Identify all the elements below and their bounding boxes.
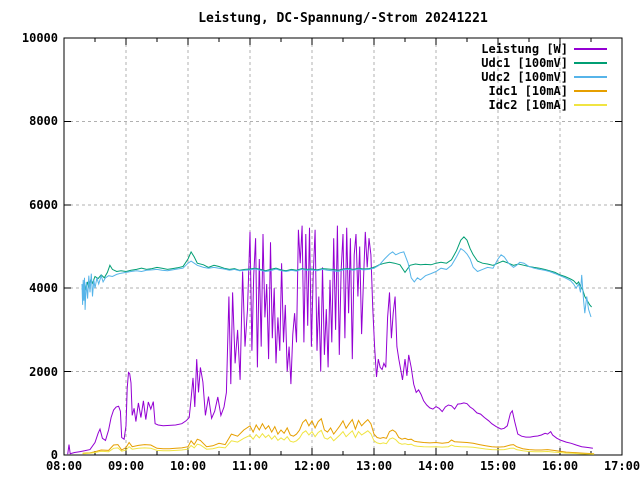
plot-frame [63, 37, 623, 456]
x-axis-tick-label: 16:00 [541, 459, 579, 473]
series-line-0 [67, 225, 593, 455]
x-axis-tick-label: 13:00 [355, 459, 393, 473]
legend-label: Idc2 [10mA] [488, 98, 568, 112]
y-axis-tick-label: 10000 [21, 31, 58, 45]
legend-label: Udc1 [100mV] [481, 56, 568, 70]
x-axis-tick-label: 09:00 [107, 459, 145, 473]
series-line-2 [81, 247, 592, 318]
series-line-4 [82, 429, 595, 455]
x-axis-tick-label: 12:00 [293, 459, 331, 473]
chart-title: Leistung, DC-Spannung/-Strom 20241221 [198, 11, 488, 26]
x-axis-tick-label: 15:00 [479, 459, 517, 473]
legend-item: Idc2 [10mA] [481, 98, 607, 112]
x-axis-tick-label: 14:00 [417, 459, 455, 473]
y-axis-tick-label: 4000 [29, 281, 58, 296]
legend-item: Leistung [W] [481, 42, 607, 56]
y-axis-tick-label: 0 [50, 448, 58, 462]
x-axis-tick-label: 08:00 [45, 459, 83, 473]
x-axis-tick-label: 11:00 [231, 459, 269, 473]
legend-line-sample [574, 76, 607, 78]
legend-line-sample [574, 90, 607, 92]
legend-label: Udc2 [100mV] [481, 70, 568, 84]
y-axis-tick-label: 6000 [29, 197, 58, 212]
legend-label: Leistung [W] [481, 42, 568, 56]
x-axis-tick-label: 17:00 [603, 459, 640, 473]
legend-item: Udc2 [100mV] [481, 70, 607, 84]
y-axis-tick-label: 8000 [29, 114, 58, 129]
series-line-3 [82, 417, 595, 455]
legend-line-sample [574, 104, 607, 106]
x-axis-tick-label: 10:00 [169, 459, 207, 473]
y-axis-tick-label: 2000 [29, 364, 58, 379]
legend-item: Idc1 [10mA] [481, 84, 607, 98]
legend: Leistung [W] Udc1 [100mV] Udc2 [100mV] I… [481, 42, 607, 112]
legend-line-sample [574, 48, 607, 50]
legend-label: Idc1 [10mA] [488, 84, 568, 98]
legend-item: Udc1 [100mV] [481, 56, 607, 70]
legend-line-sample [574, 62, 607, 64]
gridlines [64, 38, 622, 455]
